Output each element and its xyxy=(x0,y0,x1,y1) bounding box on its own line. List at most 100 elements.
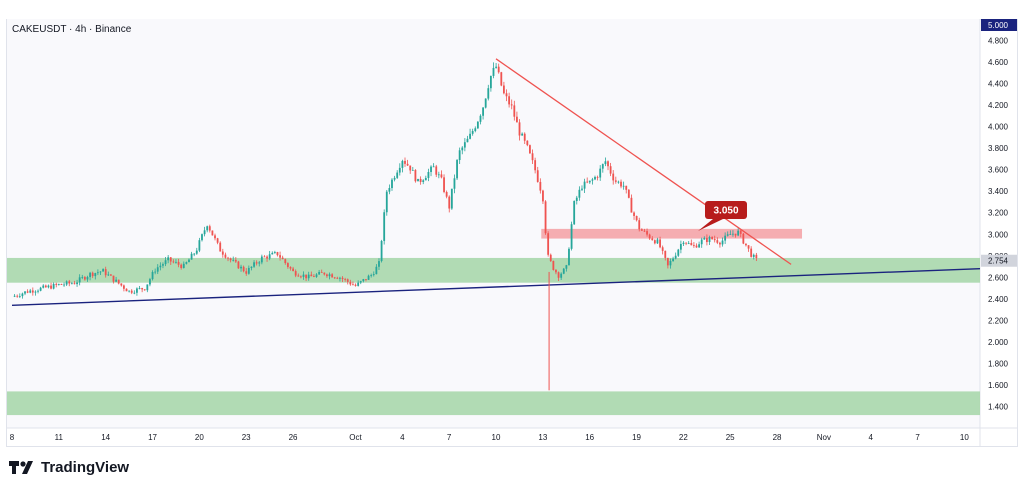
candle-body xyxy=(263,256,266,258)
candle-body xyxy=(721,240,724,245)
candle-body xyxy=(427,172,430,178)
candle-body xyxy=(492,67,495,76)
y-tick-label: 1.400 xyxy=(988,402,1009,411)
candle-body xyxy=(726,234,729,236)
candle-body xyxy=(627,189,630,198)
candle-body xyxy=(109,274,112,276)
candle-body xyxy=(154,271,157,273)
candle-body xyxy=(450,188,453,209)
candle-body xyxy=(388,188,391,192)
candle-body xyxy=(495,66,498,68)
candle-body xyxy=(607,161,609,167)
candle-body xyxy=(130,290,133,293)
y-tick-label: 3.600 xyxy=(988,166,1009,175)
candle-body xyxy=(544,201,547,234)
candle-body xyxy=(180,264,183,269)
y-tick-label: 2.000 xyxy=(988,338,1009,347)
candle-body xyxy=(739,230,742,234)
candle-body xyxy=(47,285,50,288)
candle-body xyxy=(411,169,414,171)
candle-body xyxy=(432,166,435,168)
candle-body xyxy=(273,252,276,253)
candle-body xyxy=(328,274,331,277)
candle-body xyxy=(729,234,732,235)
candle-body xyxy=(565,265,568,269)
candle-body xyxy=(60,284,63,285)
candle-body xyxy=(638,220,641,230)
candle-body xyxy=(383,212,386,241)
candles xyxy=(13,62,758,299)
candle-body xyxy=(232,259,235,261)
candle-body xyxy=(513,105,516,117)
candle-body xyxy=(508,96,511,105)
candle-body xyxy=(31,290,34,293)
candle-body xyxy=(448,196,451,209)
candle-body xyxy=(516,116,518,123)
candle-body xyxy=(128,290,131,292)
candle-body xyxy=(648,234,651,239)
candle-body xyxy=(279,255,281,258)
candle-body xyxy=(362,279,365,282)
candle-body xyxy=(26,291,29,293)
x-tick-label: 16 xyxy=(585,433,594,442)
candle-body xyxy=(302,274,305,277)
candle-body xyxy=(44,285,47,288)
candle-body xyxy=(42,285,45,288)
candle-body xyxy=(549,254,552,261)
candle-body xyxy=(510,104,513,106)
candle-body xyxy=(677,249,680,256)
candle-body xyxy=(50,285,52,289)
candle-body xyxy=(188,259,190,263)
brand-name: TradingView xyxy=(41,459,130,476)
candle-body xyxy=(393,177,396,180)
candle-body xyxy=(112,275,115,282)
candle-body xyxy=(268,254,271,259)
candle-body xyxy=(149,279,151,285)
x-tick-label: 13 xyxy=(538,433,547,442)
candle-body xyxy=(617,181,620,183)
candle-body xyxy=(352,284,354,286)
candle-body xyxy=(367,275,370,280)
candle-body xyxy=(404,160,406,164)
candle-body xyxy=(573,201,576,225)
candle-body xyxy=(344,279,347,280)
candle-body xyxy=(536,170,539,182)
candle-body xyxy=(661,247,664,251)
candle-body xyxy=(653,240,656,244)
candle-body xyxy=(320,271,323,273)
candle-body xyxy=(284,259,287,264)
candle-body xyxy=(591,179,594,181)
symbol-label[interactable]: CAKEUSDT · 4h · Binance xyxy=(12,24,132,35)
candle-body xyxy=(86,277,89,280)
candle-body xyxy=(276,252,279,256)
candle-body xyxy=(346,279,349,282)
candle-body xyxy=(643,230,646,232)
candle-body xyxy=(562,268,565,274)
candle-body xyxy=(570,224,573,249)
candle-body xyxy=(221,251,224,255)
x-tick-label: 10 xyxy=(960,433,969,442)
candle-body xyxy=(502,85,505,94)
candle-body xyxy=(292,268,294,272)
candle-body xyxy=(185,262,188,264)
candle-body xyxy=(16,295,19,297)
candle-body xyxy=(443,177,445,193)
candle-body xyxy=(531,153,534,161)
plot-area xyxy=(7,19,980,428)
candle-body xyxy=(247,267,250,274)
candle-body xyxy=(479,115,482,122)
candle-body xyxy=(359,281,362,283)
candle-body xyxy=(125,288,128,292)
candle-body xyxy=(557,272,560,278)
candle-body xyxy=(453,178,456,189)
candle-body xyxy=(742,233,745,244)
candle-body xyxy=(216,238,219,243)
candle-body xyxy=(719,242,721,245)
tradingview-logo[interactable]: TradingView xyxy=(8,459,129,476)
y-tick-label: 3.800 xyxy=(988,144,1009,153)
candle-body xyxy=(482,107,484,116)
x-tick-label: 7 xyxy=(915,433,920,442)
candle-body xyxy=(310,274,313,277)
candle-body xyxy=(734,233,737,236)
